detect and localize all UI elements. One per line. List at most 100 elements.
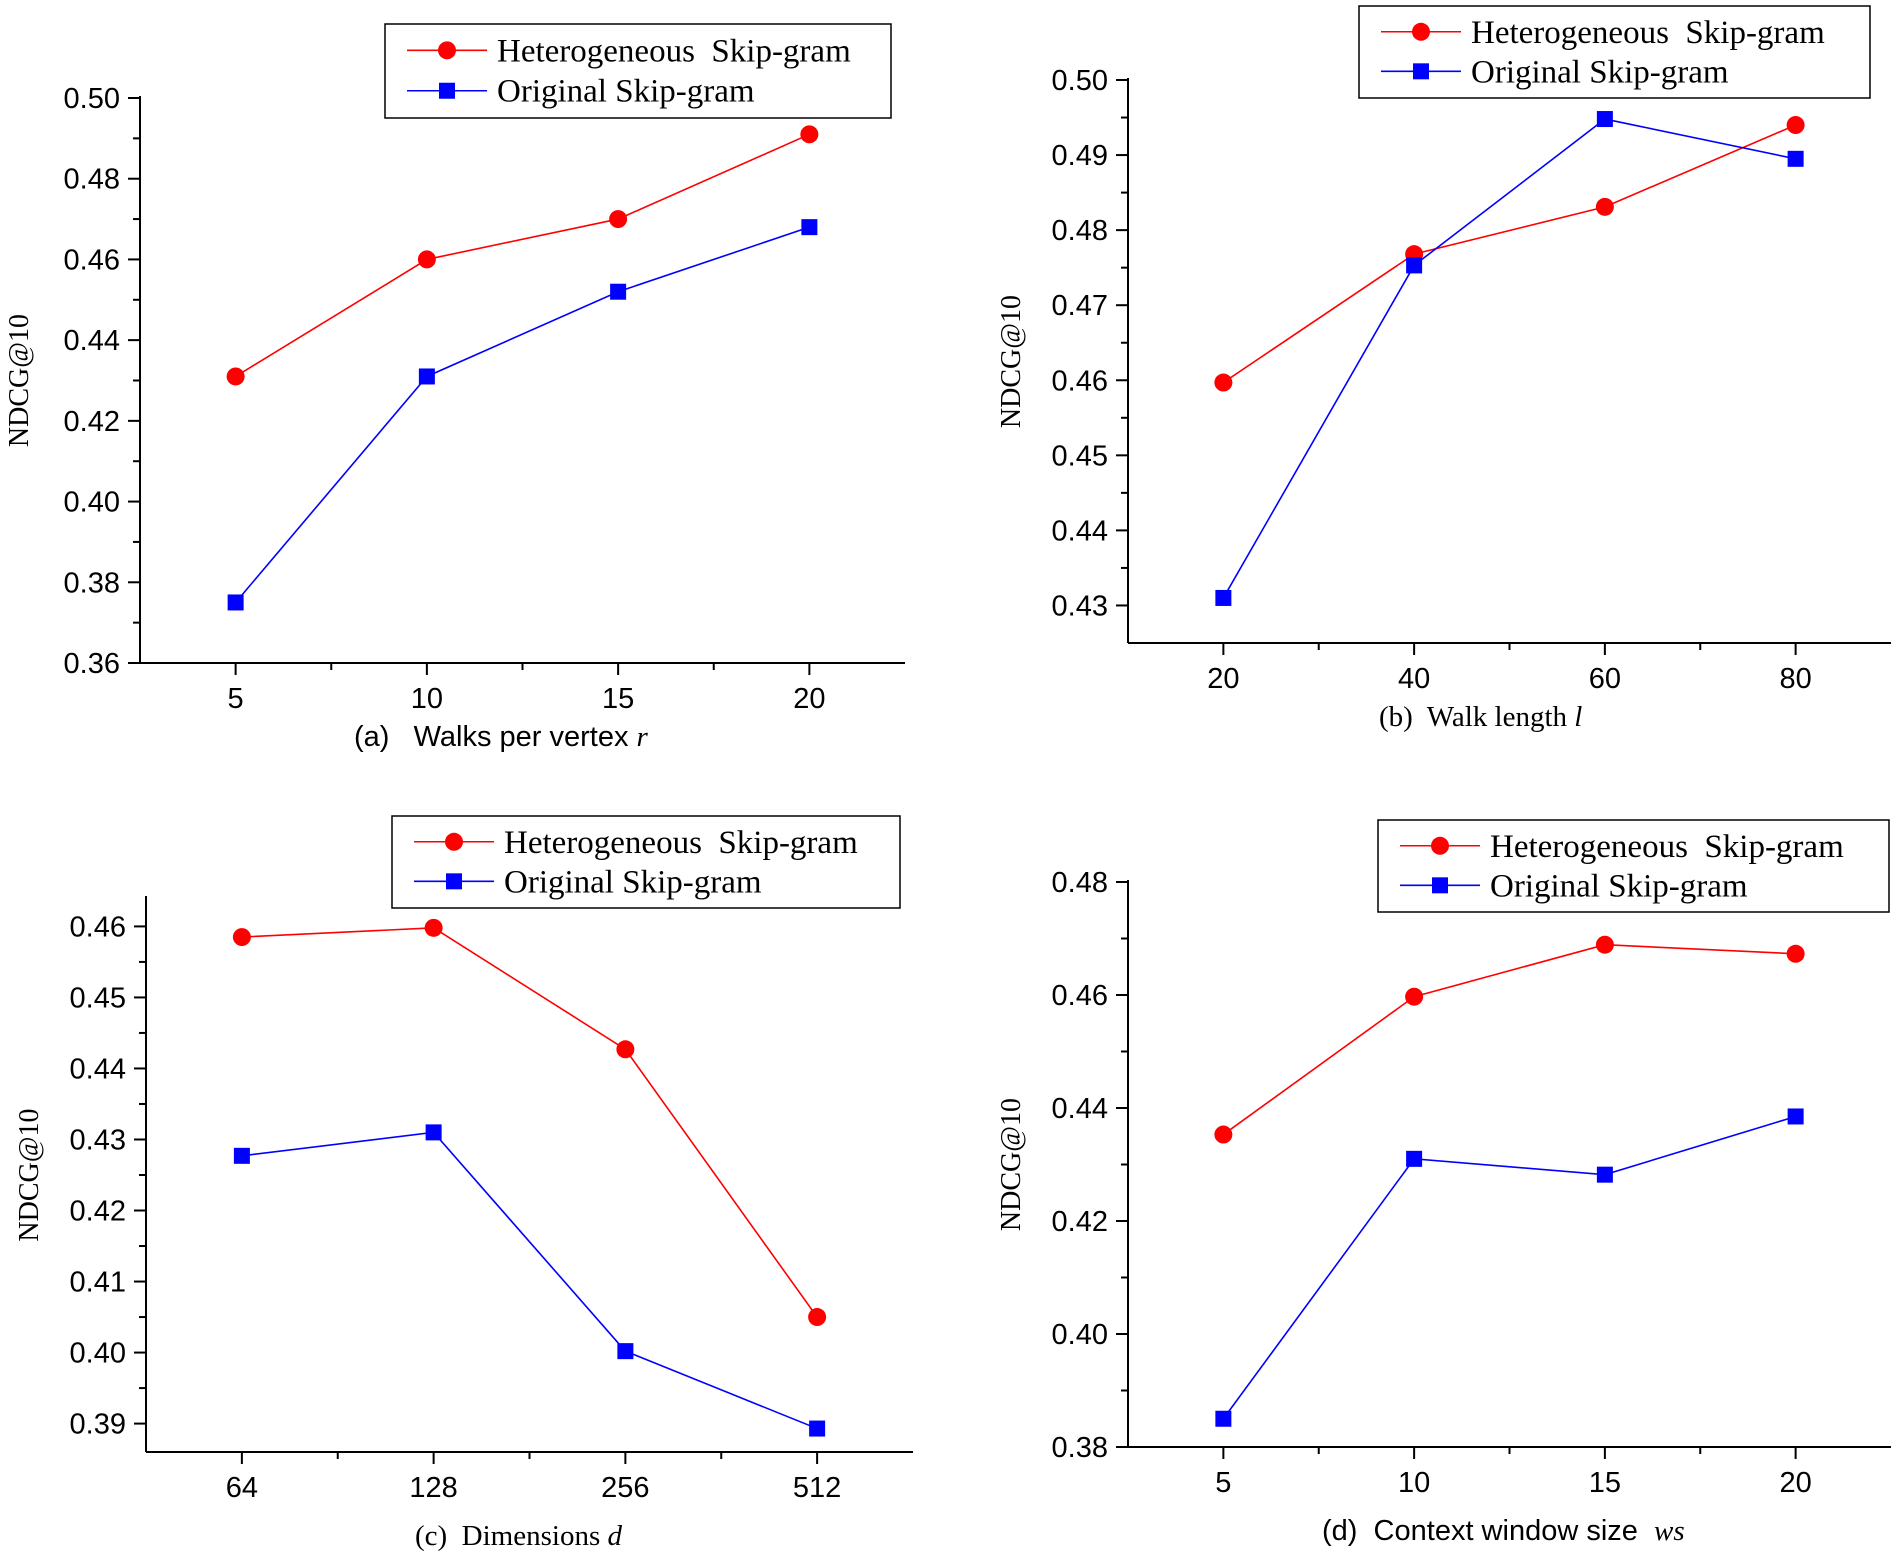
legend-marker-square [446, 873, 462, 890]
x-tick-label: 512 [793, 1472, 841, 1504]
data-point-square [1787, 150, 1804, 167]
data-point-circle [616, 1040, 635, 1059]
series-original-skip-gram [1215, 1108, 1804, 1427]
y-tick-label: 0.38 [64, 567, 120, 599]
chart-panel-d: 0.38 0.40 0.42 0.44 0.46 0.48 5 10 15 20 NDCG@10 (d… [996, 819, 1891, 1547]
y-tick-label: 0.40 [64, 487, 120, 519]
x-tick-label: 20 [1779, 1467, 1811, 1499]
series-heterogeneous-skip-gram [1214, 116, 1805, 392]
x-tick-label: 20 [1207, 663, 1239, 695]
legend-marker-circle [1412, 22, 1430, 41]
series-line [235, 133, 810, 378]
y-tick-label: 0.38 [1052, 1432, 1108, 1464]
x-tick-label: 10 [411, 683, 443, 715]
y-tick-label: 0.46 [1052, 365, 1108, 397]
panel-caption: (d) Context window size ws [1322, 1515, 1685, 1547]
series-line [241, 1131, 818, 1430]
series-heterogeneous-skip-gram [232, 918, 827, 1327]
x-tick-label: 80 [1779, 663, 1811, 695]
y-tick-label: 0.43 [70, 1124, 126, 1156]
x-tick-label: 5 [1215, 1467, 1231, 1499]
x-tick-label: 256 [601, 1472, 649, 1504]
data-point-square [1406, 257, 1423, 274]
data-point-circle [1786, 944, 1805, 963]
y-axis-title: NDCG@10 [996, 1098, 1027, 1231]
data-point-square [1596, 1166, 1613, 1183]
chart-panel-a: 0.36 0.38 0.40 0.42 0.44 0.46 0.48 0.50 5 10 15 20 N… [4, 23, 905, 753]
x-tick-label: 60 [1589, 663, 1621, 695]
legend-marker-circle [438, 41, 456, 60]
y-tick-label: 0.48 [64, 164, 120, 196]
data-point-circle [1405, 987, 1424, 1006]
series-line [1222, 1115, 1796, 1420]
y-tick-label: 0.50 [1052, 65, 1108, 97]
y-tick-label: 0.45 [70, 982, 126, 1014]
y-tick-label: 0.43 [1052, 590, 1108, 622]
chart-panel-b: 0.43 0.44 0.45 0.46 0.47 0.48 0.49 0.50 20 40 60 80… [996, 5, 1891, 733]
series-line [1222, 943, 1796, 1136]
data-point-square [610, 283, 627, 300]
y-tick-label: 0.44 [1052, 515, 1108, 547]
y-axis-title: NDCG@10 [996, 295, 1027, 428]
y-tick-label: 0.42 [70, 1196, 126, 1228]
y-tick-label: 0.42 [1052, 1206, 1108, 1238]
legend-label: Heterogeneous Skip-gram [1490, 829, 1844, 865]
series-heterogeneous-skip-gram [1214, 935, 1805, 1144]
chart-panel-c: 0.39 0.40 0.41 0.42 0.43 0.44 0.45 0.46 64 128 256… [14, 815, 913, 1552]
y-tick-label: 0.46 [64, 244, 120, 276]
data-point-circle [1595, 935, 1614, 954]
data-point-square [425, 1124, 442, 1141]
panel-caption: (a) Walks per vertex r [354, 721, 649, 753]
legend-label: Original Skip-gram [504, 864, 762, 900]
series-line [241, 927, 818, 1318]
data-point-square [1406, 1150, 1423, 1167]
data-point-circle [1214, 373, 1233, 392]
panel-caption: (c) Dimensions d [415, 1520, 623, 1552]
y-tick-label: 0.44 [1052, 1093, 1108, 1125]
y-tick-label: 0.40 [70, 1338, 126, 1370]
y-tick-label: 0.39 [70, 1409, 126, 1441]
data-point-circle [800, 125, 819, 144]
data-point-square [809, 1420, 826, 1437]
caption-text: (c) Dimensions [415, 1520, 608, 1552]
y-tick-label: 0.46 [1052, 980, 1108, 1012]
data-point-square [227, 594, 244, 611]
series-line [235, 226, 810, 603]
data-point-square [617, 1343, 634, 1360]
caption-variable: r [637, 721, 649, 753]
y-tick-label: 0.47 [1052, 290, 1108, 322]
y-axis-title: NDCG@10 [14, 1108, 45, 1241]
y-tick-label: 0.36 [64, 648, 120, 680]
caption-text: (d) Context window size [1322, 1515, 1654, 1547]
legend-marker-circle [1431, 836, 1449, 855]
legend-label: Original Skip-gram [1471, 54, 1729, 90]
caption-text: (b) Walk length [1379, 701, 1574, 733]
series-original-skip-gram [1215, 111, 1804, 606]
x-tick-label: 128 [409, 1472, 457, 1504]
x-tick-label: 15 [1589, 1467, 1621, 1499]
legend-label: Original Skip-gram [1490, 868, 1748, 904]
caption-variable: l [1574, 701, 1582, 733]
legend-label: Heterogeneous Skip-gram [1471, 15, 1825, 51]
y-tick-label: 0.45 [1052, 440, 1108, 472]
y-tick-label: 0.50 [64, 83, 120, 115]
x-tick-label: 20 [793, 683, 825, 715]
data-point-circle [1214, 1125, 1233, 1144]
legend-label: Heterogeneous Skip-gram [497, 33, 851, 69]
caption-text: (a) Walks per vertex [354, 721, 637, 753]
series-heterogeneous-skip-gram [226, 125, 819, 386]
panel-caption: (b) Walk length l [1379, 701, 1582, 733]
caption-variable: d [608, 1520, 623, 1552]
legend-box [1377, 819, 1890, 913]
x-tick-label: 64 [226, 1472, 258, 1504]
data-point-square [801, 219, 818, 236]
legend-marker-square [1413, 63, 1429, 80]
data-point-circle [226, 367, 245, 386]
data-point-circle [232, 928, 251, 947]
x-tick-label: 15 [602, 683, 634, 715]
x-tick-label: 40 [1398, 663, 1430, 695]
series-line [1222, 124, 1796, 384]
